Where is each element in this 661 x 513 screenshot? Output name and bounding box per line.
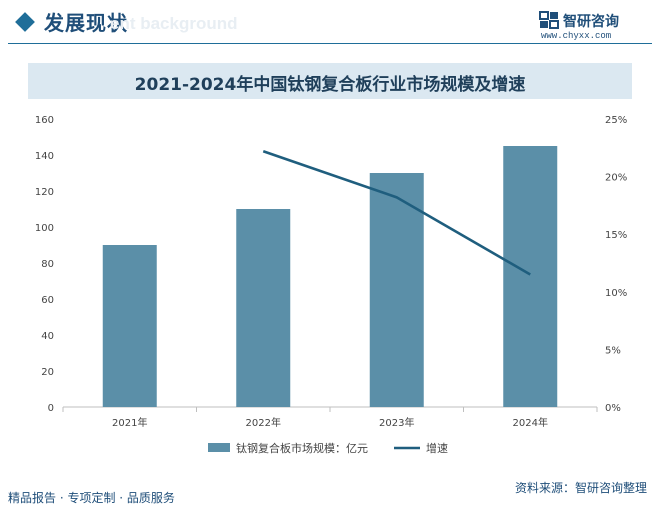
y-tick-label: 60 <box>41 295 54 306</box>
brand-name: 智研咨询 <box>563 14 619 30</box>
y-tick-label: 40 <box>41 331 54 342</box>
y2-tick-label: 0% <box>605 403 621 414</box>
brand-icon <box>539 11 559 29</box>
brand-logo: 智研咨询 www.chyxx.com <box>539 9 649 43</box>
bar <box>503 146 558 407</box>
x-tick-label: 2023年 <box>379 416 414 429</box>
x-tick-label: 2024年 <box>513 416 548 429</box>
header: 发展现状 ent background 智研咨询 www.chyxx.com <box>0 0 661 46</box>
bar <box>102 245 157 407</box>
x-tick-label: 2022年 <box>246 416 281 429</box>
watermark-text: ent background <box>110 14 238 33</box>
bar <box>236 209 291 407</box>
y2-tick-label: 25% <box>605 115 627 126</box>
legend-bar-swatch <box>208 443 230 452</box>
footer-slogan: 精品报告 · 专项定制 · 品质服务 <box>8 491 175 505</box>
y-tick-label: 100 <box>35 223 54 234</box>
y-tick-label: 160 <box>35 115 54 126</box>
y-tick-label: 0 <box>48 403 54 414</box>
y2-tick-label: 5% <box>605 345 621 356</box>
legend-bar-label: 钛钢复合板市场规模：亿元 <box>236 441 368 455</box>
growth-line <box>262 150 531 276</box>
brand-url: www.chyxx.com <box>541 31 612 41</box>
y2-tick-label: 15% <box>605 230 627 241</box>
section-title: 发展现状 <box>44 11 128 35</box>
bar <box>369 173 424 407</box>
y-tick-label: 140 <box>35 151 54 162</box>
x-tick-label: 2021年 <box>112 416 147 429</box>
chart-title-band: 2021-2024年中国钛钢复合板行业市场规模及增速 <box>28 63 632 99</box>
y-tick-label: 20 <box>41 367 54 378</box>
y2-tick-label: 20% <box>605 173 627 184</box>
y-tick-label: 120 <box>35 187 54 198</box>
y2-tick-label: 10% <box>605 288 627 299</box>
chart-title: 2021-2024年中国钛钢复合板行业市场规模及增速 <box>134 75 526 95</box>
chart: 0 20 40 60 80 100 120 140 160 0% 5% 10% 15% 20% 25% 202… <box>35 115 627 455</box>
footer-source: 资料来源：智研咨询整理 <box>514 481 647 495</box>
header-divider <box>8 43 652 44</box>
legend-line-label: 增速 <box>426 441 448 455</box>
y-tick-label: 80 <box>41 259 54 270</box>
